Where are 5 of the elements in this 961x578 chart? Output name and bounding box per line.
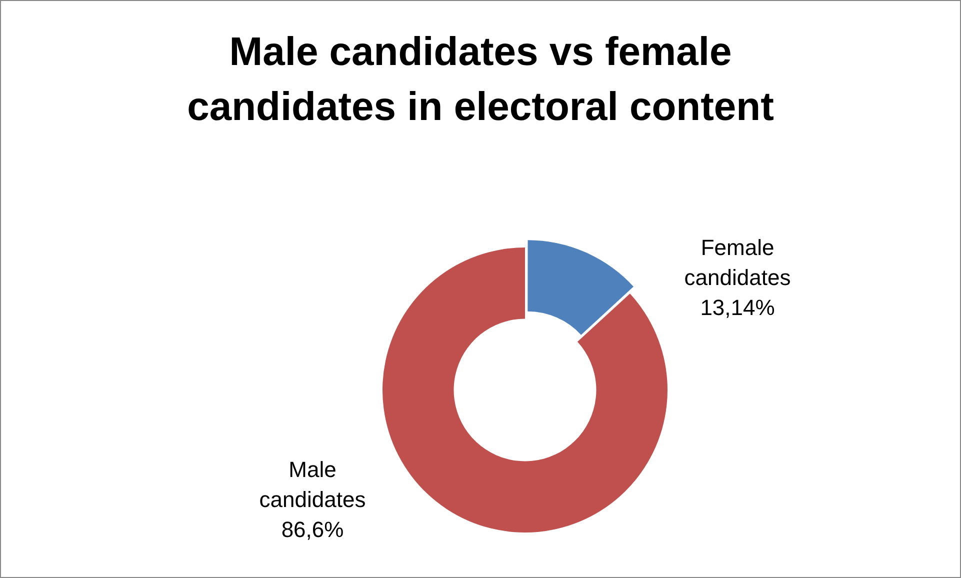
slice-label: Female candidates [684,235,791,290]
data-label: 13,14% [700,295,775,320]
chart-title: Male candidates vs female candidates in electoral content [186,29,775,131]
slice-label: Male candidates [259,456,366,512]
data-label: 86,6% [281,516,344,542]
